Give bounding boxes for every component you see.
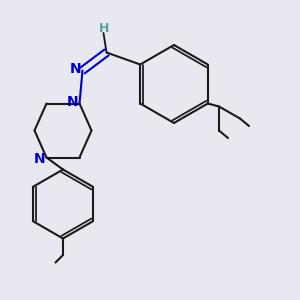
Text: N: N	[67, 95, 79, 109]
Text: H: H	[99, 22, 110, 35]
Text: N: N	[34, 152, 46, 166]
Text: N: N	[70, 62, 82, 76]
